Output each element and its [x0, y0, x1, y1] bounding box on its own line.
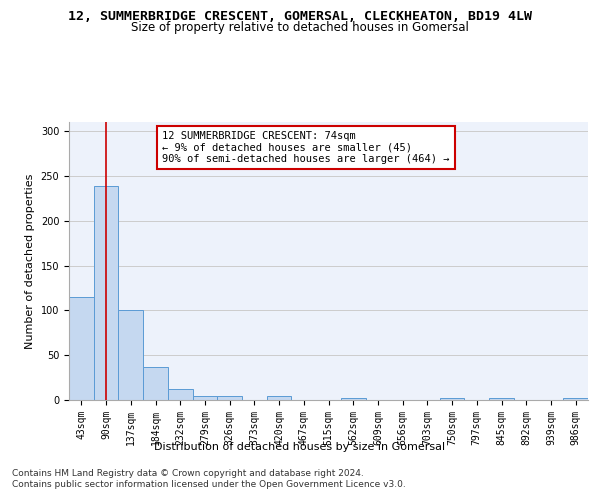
Bar: [489, 398, 514, 400]
Bar: [143, 367, 168, 400]
Bar: [267, 396, 292, 400]
Text: Size of property relative to detached houses in Gomersal: Size of property relative to detached ho…: [131, 21, 469, 34]
Bar: [168, 390, 193, 400]
Bar: [94, 186, 118, 400]
Text: Contains public sector information licensed under the Open Government Licence v3: Contains public sector information licen…: [12, 480, 406, 489]
Text: 12, SUMMERBRIDGE CRESCENT, GOMERSAL, CLECKHEATON, BD19 4LW: 12, SUMMERBRIDGE CRESCENT, GOMERSAL, CLE…: [68, 10, 532, 23]
Bar: [341, 398, 365, 400]
Bar: [118, 310, 143, 400]
Bar: [563, 398, 588, 400]
Bar: [217, 396, 242, 400]
Text: Distribution of detached houses by size in Gomersal: Distribution of detached houses by size …: [154, 442, 446, 452]
Bar: [440, 398, 464, 400]
Bar: [193, 396, 217, 400]
Text: 12 SUMMERBRIDGE CRESCENT: 74sqm
← 9% of detached houses are smaller (45)
90% of : 12 SUMMERBRIDGE CRESCENT: 74sqm ← 9% of …: [163, 131, 450, 164]
Bar: [69, 297, 94, 400]
Y-axis label: Number of detached properties: Number of detached properties: [25, 174, 35, 349]
Text: Contains HM Land Registry data © Crown copyright and database right 2024.: Contains HM Land Registry data © Crown c…: [12, 468, 364, 477]
